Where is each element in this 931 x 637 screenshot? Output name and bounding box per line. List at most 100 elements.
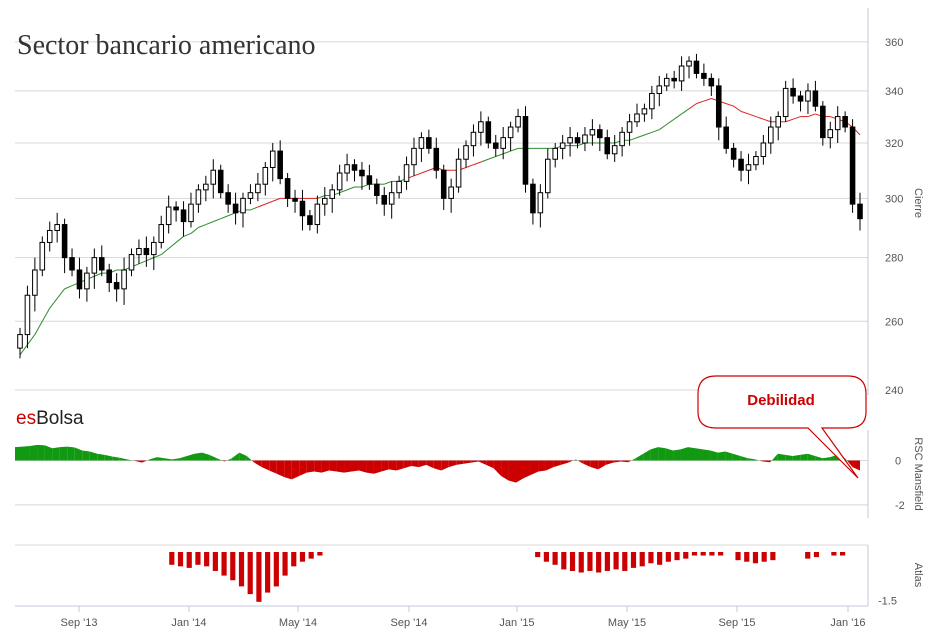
rsc-positive-segment: [201, 452, 210, 461]
rsc-negative-segment: [261, 460, 270, 471]
candle: [693, 53, 700, 79]
candle: [745, 153, 752, 185]
candle-body-down: [351, 164, 358, 171]
candle: [708, 73, 715, 96]
rsc-positive-segment: [179, 456, 187, 461]
rsc-negative-segment: [456, 460, 464, 465]
ma-segment: [503, 150, 511, 155]
candle-body-up: [188, 203, 194, 223]
ma-segment: [205, 221, 214, 226]
ma-segment: [175, 236, 184, 243]
rsc-positive-segment: [186, 453, 195, 461]
candle: [366, 164, 373, 190]
x-tick-label: Sep '14: [391, 617, 428, 629]
atlas-bar: [221, 552, 227, 576]
rsc-positive-segment: [702, 449, 711, 461]
candle: [173, 201, 179, 222]
x-tick-label: Sep '15: [719, 617, 756, 629]
candle-body-up: [626, 121, 633, 133]
atlas-bar: [587, 552, 593, 571]
x-tick-label: Jan '16: [830, 617, 865, 629]
rsc-segment: [251, 460, 255, 463]
x-tick-label: May '14: [279, 617, 317, 629]
atlas-bar: [596, 552, 602, 573]
rsc-negative-segment: [358, 460, 367, 473]
rsc-segment: [771, 453, 778, 461]
candle: [604, 129, 611, 160]
candle-body-up: [463, 145, 469, 160]
candle: [336, 164, 343, 196]
candle: [634, 103, 640, 128]
candle: [433, 137, 440, 179]
candle-body-up: [686, 60, 692, 67]
candle-body-up: [478, 121, 484, 133]
annotation-bubble: [697, 375, 867, 479]
candle: [857, 192, 863, 231]
candle: [589, 119, 596, 146]
candle: [203, 175, 209, 202]
rsc-negative-segment: [598, 460, 606, 470]
candle-body-up: [470, 131, 477, 147]
candle: [567, 127, 573, 157]
rsc-positive-segment: [44, 445, 53, 461]
candle: [247, 184, 254, 205]
atlas-bar: [604, 552, 610, 571]
candle: [143, 236, 150, 267]
candle-body-up: [656, 85, 663, 94]
rsc-segment: [575, 459, 578, 461]
candle-body-down: [232, 203, 239, 214]
atlas-bars: [169, 552, 846, 602]
rsc-positive-segment: [777, 453, 786, 461]
candle: [411, 137, 417, 176]
candle-body-down: [797, 95, 804, 102]
rsc-negative-segment: [852, 460, 860, 471]
ma-segment: [465, 164, 474, 168]
candle-body-up: [545, 158, 551, 194]
candle-body-down: [708, 77, 715, 87]
candle-body-up: [158, 224, 165, 243]
price-y-tick-label: 360: [885, 37, 903, 49]
atlas-bar: [744, 552, 750, 562]
atlas-bar: [204, 552, 210, 567]
candle: [530, 178, 536, 225]
candle-body-up: [515, 116, 521, 128]
candle-body-down: [530, 183, 536, 214]
rsc-negative-segment: [344, 460, 352, 473]
candle-body-down: [307, 215, 313, 226]
candle: [671, 70, 677, 89]
candle-body-down: [857, 203, 863, 220]
ma-segment: [629, 137, 638, 141]
ma-segment: [56, 288, 65, 299]
ma-segment: [317, 195, 325, 199]
rsc-negative-segment: [381, 460, 389, 472]
ma-segment: [138, 260, 147, 265]
ma-segment: [733, 105, 742, 112]
rsc-positive-segment: [792, 454, 801, 461]
candle: [834, 106, 841, 143]
candle-body-down: [492, 142, 499, 149]
candle-body-up: [210, 169, 217, 185]
rsc-segment: [628, 460, 632, 463]
atlas-bar: [648, 552, 654, 564]
svg-text:esBolsa: esBolsa: [16, 408, 84, 429]
candle-body-down: [671, 77, 677, 82]
candle: [158, 215, 165, 249]
annotation-callout: Debilidad: [697, 375, 867, 479]
atlas-bar: [622, 552, 628, 571]
candle: [641, 103, 648, 122]
candle: [507, 121, 514, 152]
candle: [69, 248, 75, 277]
rsc-negative-segment: [478, 460, 487, 465]
candle-body-up: [760, 142, 767, 158]
candle-body-up: [195, 189, 202, 205]
candle: [768, 116, 774, 154]
candle-body-up: [537, 192, 544, 214]
candle: [500, 127, 506, 160]
atlas-bar: [169, 552, 175, 565]
ma-segment: [272, 197, 281, 202]
candle-body-down: [143, 247, 150, 256]
candle: [649, 85, 655, 120]
rsc-segment: [226, 458, 232, 461]
candle: [329, 184, 335, 213]
